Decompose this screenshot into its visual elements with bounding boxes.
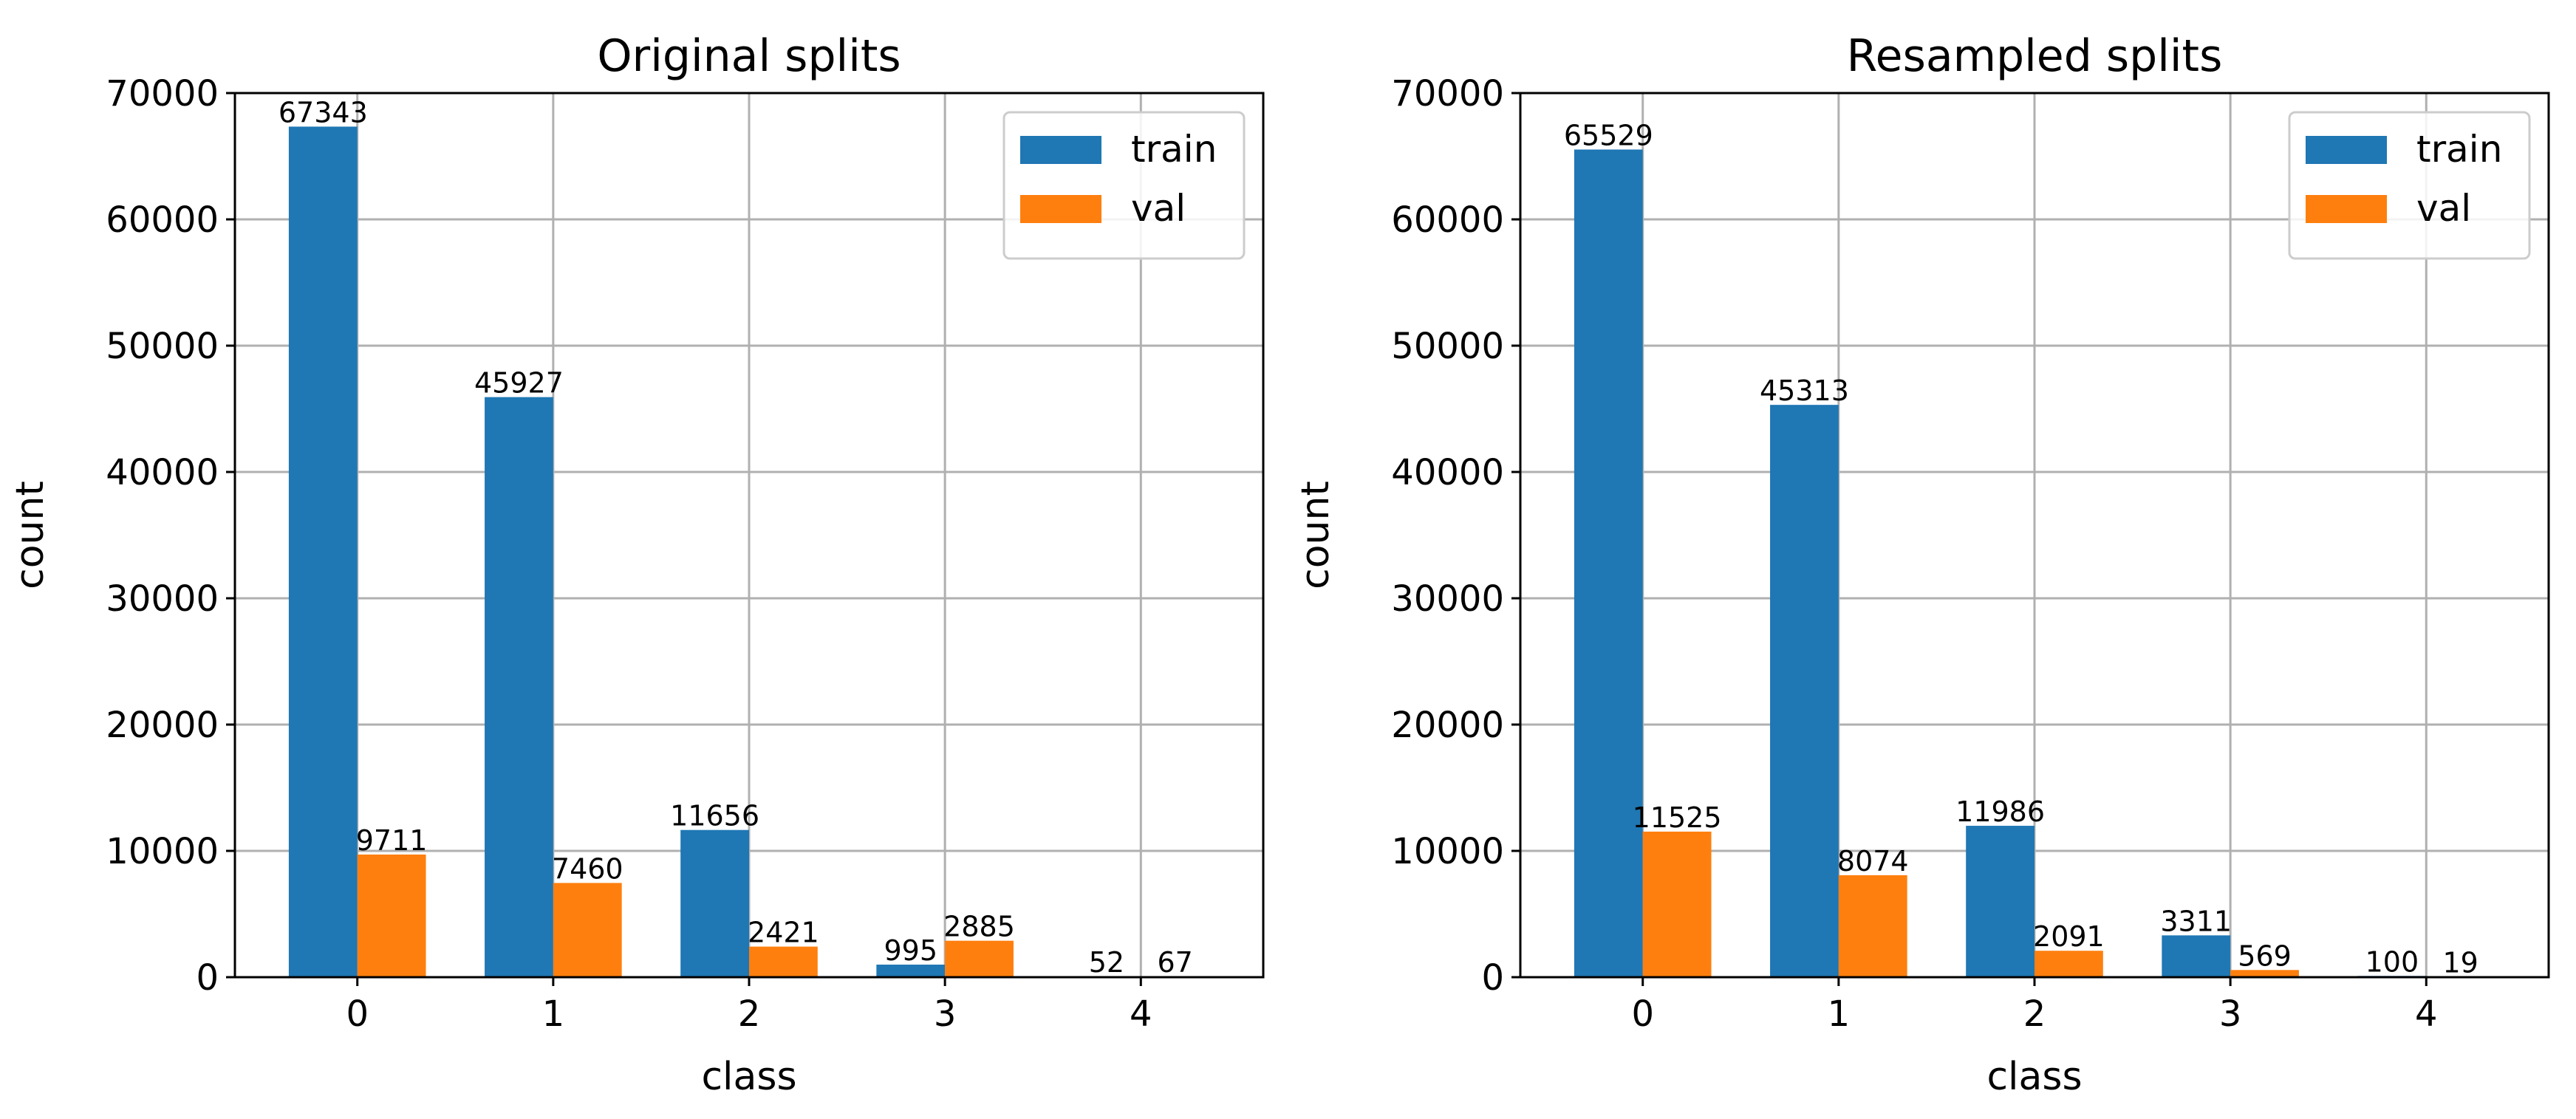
data-label-train-2: 11986 bbox=[1955, 795, 2045, 828]
data-label-train-0: 65529 bbox=[1564, 119, 1653, 151]
legend-label-train: train bbox=[2416, 128, 2502, 171]
data-label-val-4: 67 bbox=[1158, 946, 1193, 979]
legend-swatch-train bbox=[2306, 136, 2387, 164]
legend-swatch-train bbox=[1020, 136, 1101, 164]
data-label-train-4: 52 bbox=[1089, 946, 1124, 979]
y-tick-label: 20000 bbox=[1391, 705, 1504, 746]
legend: train val bbox=[1002, 111, 1246, 260]
bar-train-3 bbox=[2162, 935, 2231, 977]
legend-swatch-val bbox=[1020, 195, 1101, 223]
chart-panel-0: 67343 45927 11656 995 52 9711 7460 2421 2885 67 0 1… bbox=[8, 30, 1265, 1099]
y-tick-label: 70000 bbox=[1391, 73, 1504, 114]
chart-title: Resampled splits bbox=[1847, 30, 2223, 82]
y-axis-label: count bbox=[8, 481, 52, 589]
y-tick-label: 0 bbox=[1481, 957, 1504, 999]
data-label-train-1: 45313 bbox=[1760, 374, 1849, 407]
data-label-train-2: 11656 bbox=[670, 800, 759, 832]
x-axis-label: class bbox=[701, 1055, 796, 1099]
bar-val-0 bbox=[357, 854, 426, 977]
data-label-train-1: 45927 bbox=[474, 367, 564, 400]
x-tick-label: 1 bbox=[542, 993, 565, 1035]
y-tick-label: 50000 bbox=[106, 326, 219, 367]
y-tick-label: 60000 bbox=[1391, 199, 1504, 241]
y-tick-label: 10000 bbox=[1391, 831, 1504, 872]
y-tick-label: 40000 bbox=[106, 452, 219, 493]
x-tick-label: 0 bbox=[1631, 993, 1654, 1035]
y-axis-label: count bbox=[1294, 481, 1338, 589]
bar-val-1 bbox=[553, 883, 622, 977]
x-tick-label: 1 bbox=[1828, 993, 1851, 1035]
data-label-val-2: 2421 bbox=[748, 917, 819, 949]
bar-train-0 bbox=[1574, 149, 1643, 977]
data-label-train-0: 67343 bbox=[279, 96, 368, 129]
y-tick-label: 30000 bbox=[1391, 578, 1504, 620]
x-tick-label: 4 bbox=[1130, 993, 1152, 1035]
bar-val-3 bbox=[945, 940, 1014, 977]
data-label-train-4: 100 bbox=[2365, 945, 2419, 978]
data-label-train-3: 3311 bbox=[2160, 905, 2232, 937]
data-label-val-1: 7460 bbox=[552, 852, 623, 885]
bar-train-1 bbox=[1770, 405, 1839, 977]
x-tick-label: 3 bbox=[934, 993, 957, 1035]
data-label-val-0: 11525 bbox=[1633, 801, 1722, 834]
y-tick-label: 20000 bbox=[106, 705, 219, 746]
x-tick-label: 0 bbox=[346, 993, 369, 1035]
x-tick-label: 4 bbox=[2415, 993, 2438, 1035]
data-label-val-4: 19 bbox=[2443, 947, 2478, 979]
bar-val-3 bbox=[2230, 970, 2299, 977]
x-tick-label: 3 bbox=[2219, 993, 2242, 1035]
chart-title: Original splits bbox=[597, 30, 901, 82]
bar-train-0 bbox=[288, 126, 358, 977]
bar-val-1 bbox=[1838, 875, 1907, 977]
y-tick-label: 30000 bbox=[106, 578, 219, 620]
data-label-val-1: 8074 bbox=[1837, 845, 1909, 877]
y-tick-label: 0 bbox=[196, 957, 219, 999]
x-axis-label: class bbox=[1986, 1055, 2082, 1099]
x-tick-label: 2 bbox=[2023, 993, 2046, 1035]
bar-val-2 bbox=[2035, 951, 2103, 977]
y-tick-label: 10000 bbox=[106, 831, 219, 872]
bar-val-2 bbox=[749, 946, 818, 977]
bar-val-0 bbox=[1642, 831, 1712, 977]
x-tick-label: 2 bbox=[738, 993, 761, 1035]
legend-label-train: train bbox=[1131, 128, 1217, 171]
data-label-train-3: 995 bbox=[884, 934, 937, 967]
y-tick-label: 50000 bbox=[1391, 326, 1504, 367]
legend-label-val: val bbox=[2416, 187, 2471, 230]
data-label-val-3: 2885 bbox=[943, 911, 1015, 943]
y-tick-label: 40000 bbox=[1391, 452, 1504, 493]
data-label-val-2: 2091 bbox=[2033, 920, 2105, 953]
bar-train-2 bbox=[1966, 826, 2035, 977]
legend: train val bbox=[2288, 111, 2531, 260]
bar-train-2 bbox=[680, 829, 749, 977]
bar-train-3 bbox=[876, 964, 946, 977]
legend-swatch-val bbox=[2306, 195, 2387, 223]
data-label-val-0: 9711 bbox=[356, 824, 428, 857]
legend-label-val: val bbox=[1131, 187, 1186, 230]
y-tick-label: 60000 bbox=[106, 199, 219, 241]
bar-train-1 bbox=[485, 397, 553, 977]
y-tick-label: 70000 bbox=[106, 73, 219, 114]
data-label-val-3: 569 bbox=[2238, 940, 2292, 972]
